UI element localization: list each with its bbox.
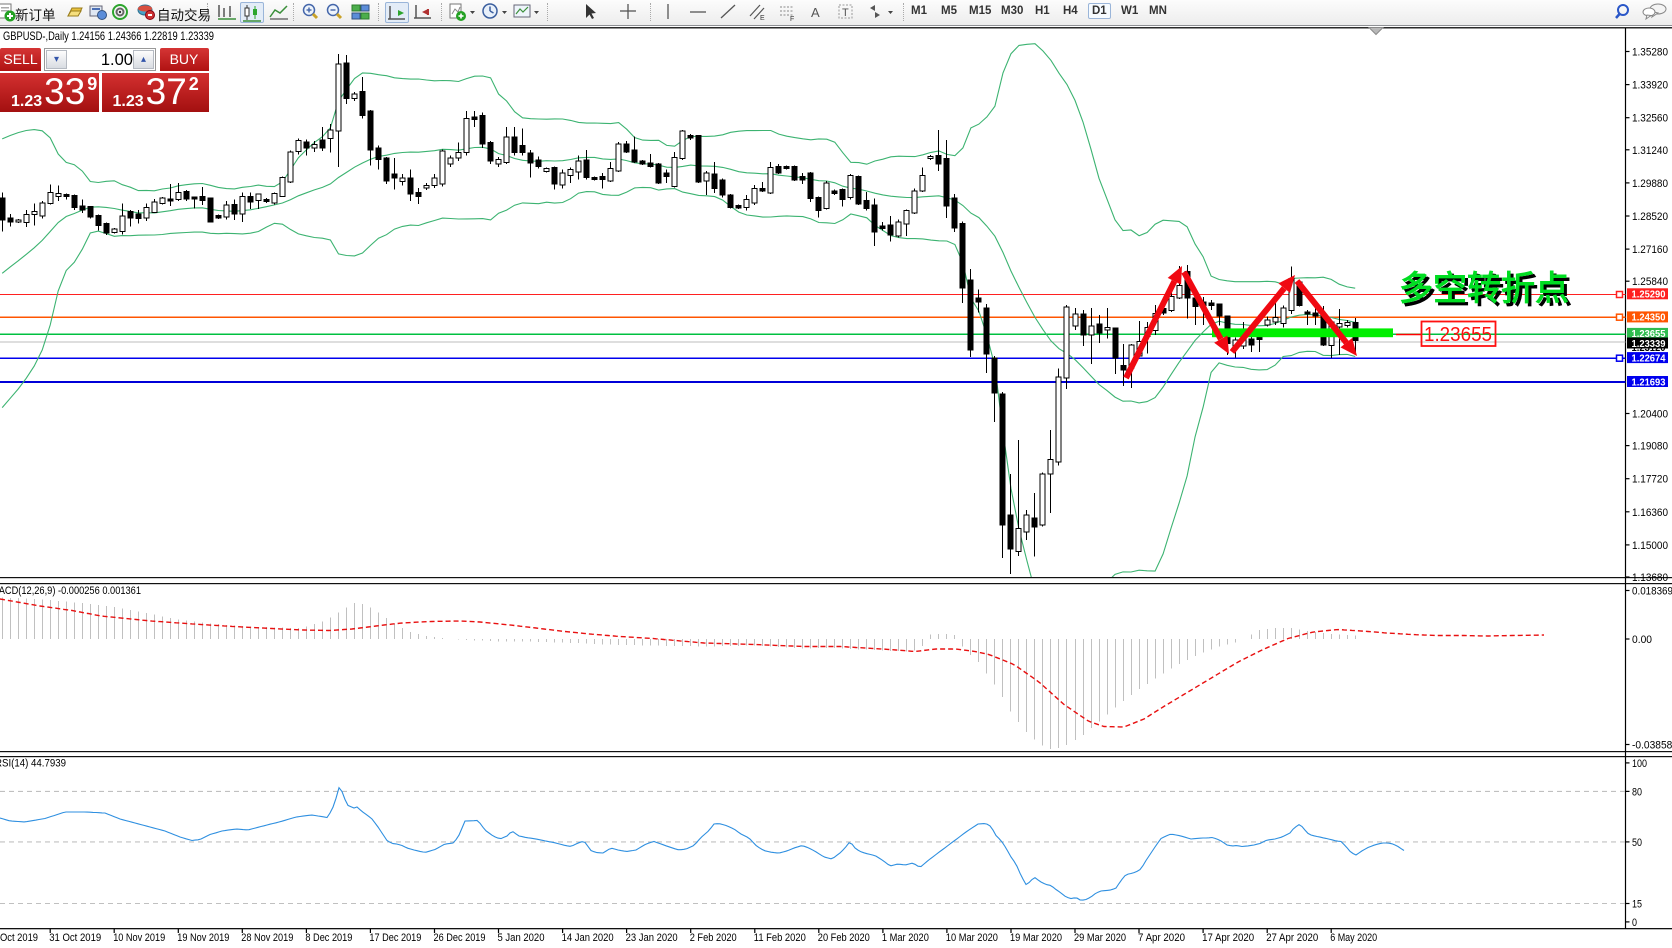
svg-text:Oct 2019: Oct 2019 <box>0 932 38 944</box>
svg-text:1.22674: 1.22674 <box>1632 352 1666 364</box>
svg-text:1.16360: 1.16360 <box>1632 507 1668 519</box>
svg-text:7 Apr 2020: 7 Apr 2020 <box>1138 932 1185 944</box>
svg-text:1.23655: 1.23655 <box>1424 323 1492 346</box>
svg-text:1.24350: 1.24350 <box>1632 312 1666 324</box>
svg-text:10 Nov 2019: 10 Nov 2019 <box>113 932 165 944</box>
svg-text:1.25290: 1.25290 <box>1632 289 1666 301</box>
svg-text:1.35280: 1.35280 <box>1632 47 1668 59</box>
svg-text:1 Mar 2020: 1 Mar 2020 <box>882 932 929 944</box>
svg-text:E: E <box>760 15 765 22</box>
svg-text:11 Feb 2020: 11 Feb 2020 <box>754 932 806 944</box>
svg-text:1.23655: 1.23655 <box>1632 328 1666 340</box>
svg-text:31 Oct 2019: 31 Oct 2019 <box>49 932 101 944</box>
svg-text:1.28520: 1.28520 <box>1632 211 1668 223</box>
svg-text:19 Nov 2019: 19 Nov 2019 <box>177 932 229 944</box>
svg-text:8 Dec 2019: 8 Dec 2019 <box>305 932 352 944</box>
svg-text:1.23339: 1.23339 <box>1632 338 1666 350</box>
svg-text:26 Dec 2019: 26 Dec 2019 <box>434 932 486 944</box>
svg-text:1.17720: 1.17720 <box>1632 474 1668 486</box>
svg-text:2 Feb 2020: 2 Feb 2020 <box>690 932 737 944</box>
svg-text:1.13680: 1.13680 <box>1632 572 1668 584</box>
svg-text:20 Feb 2020: 20 Feb 2020 <box>818 932 870 944</box>
svg-text:27 Apr 2020: 27 Apr 2020 <box>1266 932 1318 944</box>
svg-text:50: 50 <box>1632 837 1642 849</box>
svg-text:28 Nov 2019: 28 Nov 2019 <box>241 932 293 944</box>
svg-text:15: 15 <box>1632 899 1642 911</box>
svg-text:17 Dec 2019: 17 Dec 2019 <box>369 932 421 944</box>
svg-text:RSI(14) 44.7939: RSI(14) 44.7939 <box>0 758 66 770</box>
svg-text:6 May 2020: 6 May 2020 <box>1330 932 1377 944</box>
svg-text:10 Mar 2020: 10 Mar 2020 <box>946 932 998 944</box>
svg-text:1.31240: 1.31240 <box>1632 145 1668 157</box>
svg-text:1.15000: 1.15000 <box>1632 540 1668 552</box>
svg-text:T: T <box>842 7 849 19</box>
svg-text:17 Apr 2020: 17 Apr 2020 <box>1202 932 1254 944</box>
svg-text:F: F <box>790 16 794 22</box>
svg-text:多空转折点: 多空转折点 <box>1402 273 1572 311</box>
svg-text:100: 100 <box>1632 758 1647 770</box>
svg-text:14 Jan 2020: 14 Jan 2020 <box>562 932 614 944</box>
svg-text:0: 0 <box>1632 917 1637 929</box>
svg-text:23 Jan 2020: 23 Jan 2020 <box>626 932 678 944</box>
svg-text:1.25840: 1.25840 <box>1632 276 1668 288</box>
svg-text:0.018369: 0.018369 <box>1632 586 1672 598</box>
svg-text:1.29880: 1.29880 <box>1632 178 1668 190</box>
svg-text:GBPUSD-,Daily 1.24156 1.24366: GBPUSD-,Daily 1.24156 1.24366 1.22819 1.… <box>3 29 214 43</box>
svg-text:80: 80 <box>1632 786 1642 798</box>
svg-text:1.27160: 1.27160 <box>1632 244 1668 256</box>
svg-text:0.00: 0.00 <box>1632 634 1652 646</box>
svg-text:29 Mar 2020: 29 Mar 2020 <box>1074 932 1126 944</box>
svg-text:1.33920: 1.33920 <box>1632 80 1668 92</box>
svg-text:-0.038585: -0.038585 <box>1632 740 1672 752</box>
svg-text:A: A <box>811 5 820 20</box>
svg-text:1.21693: 1.21693 <box>1632 376 1666 388</box>
svg-text:5 Jan 2020: 5 Jan 2020 <box>498 932 545 944</box>
svg-text:1.32560: 1.32560 <box>1632 113 1668 125</box>
svg-text:1.19080: 1.19080 <box>1632 441 1668 453</box>
svg-text:多空转折点: 多空转折点 <box>1399 270 1569 308</box>
svg-text:MACD(12,26,9) -0.000256 0.0013: MACD(12,26,9) -0.000256 0.001361 <box>0 585 141 597</box>
svg-text:1.20400: 1.20400 <box>1632 409 1668 421</box>
svg-text:19 Mar 2020: 19 Mar 2020 <box>1010 932 1062 944</box>
